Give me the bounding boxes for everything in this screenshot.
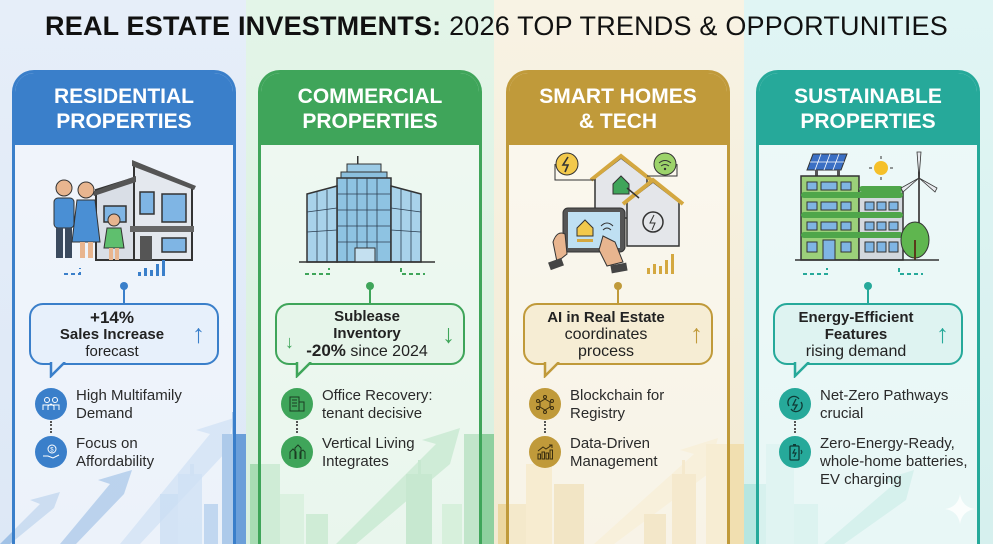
office-building-icon	[281, 388, 313, 420]
connector	[509, 282, 727, 303]
bullet-item: High Multifamily Demand	[35, 387, 233, 423]
residential-callout: +14% Sales Increase forecast ↑	[29, 303, 219, 378]
smart-homes-callout: AI in Real Estate coordinates process ↑	[523, 303, 713, 378]
down-arrow-icon: ↓	[442, 318, 455, 349]
commercial-card: COMMERCIAL PROPERTIES	[258, 70, 482, 544]
family-icon	[35, 388, 67, 420]
family-house-illustration	[15, 145, 233, 285]
sustainable-heading: SUSTAINABLE PROPERTIES	[759, 73, 977, 145]
blockchain-icon	[529, 388, 561, 420]
commercial-callout: ↓ Sublease Inventory -20% since 2024 ↓	[275, 303, 465, 378]
bullet-item: Vertical Living Integrates	[281, 435, 479, 471]
sustainable-card: SUSTAINABLE PROPERTIES	[756, 70, 980, 544]
smart-home-tablet-illustration	[509, 145, 727, 285]
residential-heading: RESIDENTIAL PROPERTIES	[15, 73, 233, 145]
bullet-item: Blockchain for Registry	[529, 387, 727, 423]
svg-text:$: $	[50, 448, 54, 454]
smart-homes-heading: SMART HOMES & TECH	[509, 73, 727, 145]
bullet-item: Office Recovery: tenant decisive	[281, 387, 479, 423]
sustainable-callout: Energy-Efficient Features rising demand …	[773, 303, 963, 378]
smart-homes-card: SMART HOMES & TECH	[506, 70, 730, 544]
renewable-energy-icon	[779, 388, 811, 420]
commercial-heading: COMMERCIAL PROPERTIES	[261, 73, 479, 145]
vertical-living-icon	[281, 436, 313, 468]
battery-charging-icon	[779, 436, 811, 468]
up-arrow-icon: ↑	[936, 318, 949, 349]
office-tower-illustration	[261, 145, 479, 285]
title-regular-part: 2026 TOP TRENDS & OPPORTUNITIES	[449, 11, 948, 41]
hand-coin-icon: $	[35, 436, 67, 468]
bullet-item: Net-Zero Pathways crucial	[779, 387, 977, 423]
skyline-green-illustration	[246, 404, 494, 544]
residential-card: RESIDENTIAL PROPERTIES	[12, 70, 236, 544]
bullet-item: $ Focus on Affordability	[35, 435, 233, 471]
bullet-item: Zero-Energy-Ready, whole-home batteries, E…	[779, 435, 977, 489]
chart-growth-icon	[529, 436, 561, 468]
sparkle-icon	[945, 494, 975, 524]
green-building-illustration	[759, 145, 977, 285]
page-title: REAL ESTATE INVESTMENTS: 2026 TOP TRENDS…	[0, 11, 993, 42]
connector	[15, 282, 233, 303]
connector	[759, 282, 977, 303]
bullet-item: Data-Driven Management	[529, 435, 727, 471]
up-arrow-icon: ↑	[192, 318, 205, 349]
connector	[261, 282, 479, 303]
skyline-gold-illustration	[494, 404, 744, 544]
title-bold-part: REAL ESTATE INVESTMENTS:	[45, 11, 442, 41]
up-arrow-icon: ↑	[690, 318, 703, 349]
down-arrow-icon: ↓	[285, 332, 294, 352]
